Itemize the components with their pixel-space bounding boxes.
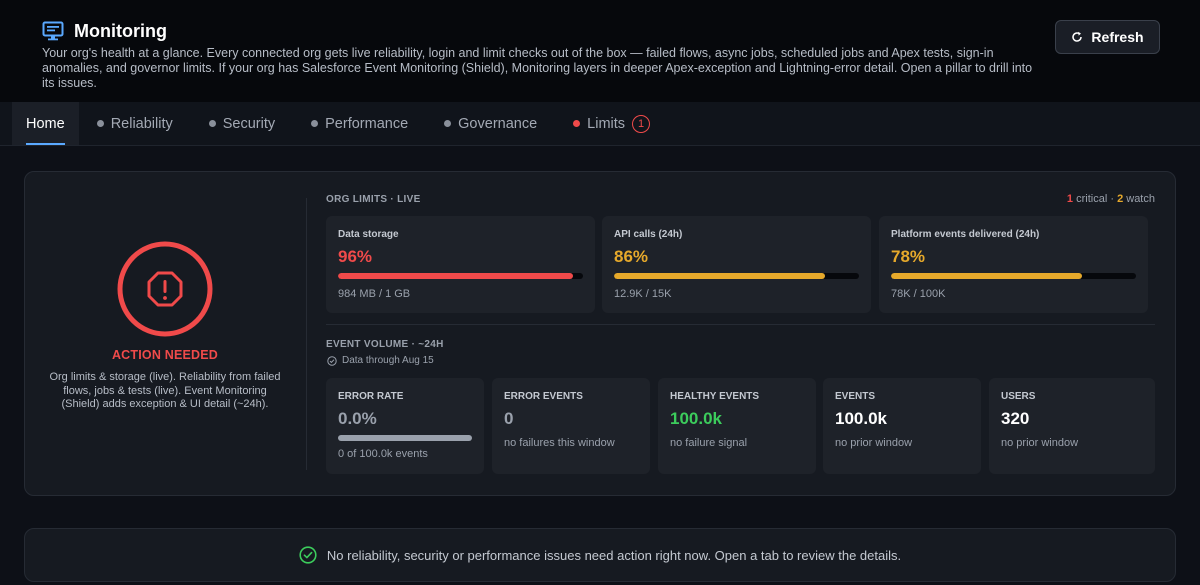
tab-governance[interactable]: Governance (426, 102, 555, 145)
data-through-label: Data through Aug 15 (342, 355, 434, 366)
metric-value: 100.0k (670, 409, 722, 428)
limit-card-platform-events[interactable]: Platform events delivered (24h) 78% 78K … (879, 216, 1148, 313)
summary-separator: · (1110, 193, 1114, 205)
status-dot-icon (96, 120, 104, 127)
limits-summary: 1 critical · 2 watch (1067, 193, 1155, 205)
status-label: ACTION NEEDED (111, 348, 219, 362)
page-subtitle: Your org's health at a glance. Every con… (42, 46, 1033, 90)
watch-count: 2 (1117, 193, 1124, 205)
page-header: Monitoring Your org's health at a glance… (0, 0, 1200, 102)
health-panel: ACTION NEEDED Org limits & storage (live… (24, 171, 1176, 496)
tab-home-label: Home (26, 115, 65, 132)
tab-performance-label: Performance (325, 115, 409, 132)
tab-governance-label: Governance (458, 115, 538, 132)
tab-limits-count-badge: 1 (632, 114, 651, 133)
limit-progress-fill (891, 273, 1083, 279)
monitor-icon (42, 21, 64, 41)
limit-percent: 78% (891, 247, 926, 266)
divider (306, 198, 307, 470)
limit-detail: 78K / 100K (891, 288, 946, 300)
metric-card-healthy-events[interactable]: HEALTHY EVENTS 100.0k no failure signal (658, 378, 816, 474)
metric-name: ERROR RATE (338, 391, 404, 402)
limit-progress-fill (614, 273, 825, 279)
check-circle-icon (299, 546, 317, 564)
limit-progress-bar (614, 273, 859, 279)
limit-card-api-calls[interactable]: API calls (24h) 86% 12.9K / 15K (602, 216, 871, 313)
metric-name: ERROR EVENTS (504, 391, 583, 402)
org-limits-title: ORG LIMITS · LIVE (326, 194, 421, 205)
tab-performance[interactable]: Performance (293, 102, 426, 145)
limit-percent: 96% (338, 247, 373, 266)
tab-security[interactable]: Security (191, 102, 293, 145)
status-dot-icon (208, 120, 216, 127)
tab-limits-label: Limits (587, 115, 626, 132)
metric-detail: no failures this window (504, 437, 615, 449)
metric-value: 320 (1001, 409, 1030, 428)
metric-detail: 0 of 100.0k events (338, 448, 428, 460)
metric-value: 0 (504, 409, 514, 428)
limit-percent: 86% (614, 247, 649, 266)
refresh-button-label: Refresh (1091, 29, 1144, 45)
alert-dot-icon (573, 120, 581, 127)
metric-name: HEALTHY EVENTS (670, 391, 760, 402)
metric-detail: no prior window (1001, 437, 1079, 449)
limit-progress-bar (338, 273, 583, 279)
limit-name: Data storage (338, 229, 399, 240)
metric-value: 0.0% (338, 409, 377, 428)
limit-detail: 12.9K / 15K (614, 288, 672, 300)
metric-detail: no prior window (835, 437, 913, 449)
metric-detail: no failure signal (670, 437, 748, 449)
metric-name: EVENTS (835, 391, 876, 402)
data-through: Data through Aug 15 (327, 355, 434, 366)
status-description: Org limits & storage (live). Reliability… (49, 371, 281, 410)
metric-card-events[interactable]: EVENTS 100.0k no prior window (823, 378, 981, 474)
limit-detail: 984 MB / 1 GB (338, 288, 411, 300)
warning-octagon-icon (117, 241, 213, 337)
status-dot-icon (444, 120, 452, 127)
status-dot-icon (311, 120, 319, 127)
refresh-icon (1072, 31, 1083, 42)
critical-count: 1 (1066, 193, 1074, 205)
event-volume-title: EVENT VOLUME · ~24H (326, 339, 444, 350)
tab-reliability[interactable]: Reliability (79, 102, 191, 145)
check-circle-icon (327, 355, 337, 366)
tab-security-label: Security (222, 115, 276, 132)
refresh-button[interactable]: Refresh (1055, 20, 1160, 54)
watch-label: watch (1126, 193, 1155, 205)
tab-reliability-label: Reliability (110, 115, 173, 132)
metric-card-error-rate[interactable]: ERROR RATE 0.0% 0 of 100.0k events (326, 378, 484, 474)
title-row: Monitoring (42, 20, 1158, 42)
metric-name: USERS (1001, 391, 1036, 402)
limit-name: Platform events delivered (24h) (891, 229, 1040, 240)
divider (326, 324, 1155, 325)
pillar-tabs: Home Reliability Security Performance Go… (0, 102, 1200, 146)
critical-label: critical (1076, 193, 1108, 205)
metric-card-users[interactable]: USERS 320 no prior window (989, 378, 1155, 474)
overall-status: ACTION NEEDED Org limits & storage (live… (25, 172, 305, 497)
page-title: Monitoring (74, 20, 167, 41)
limit-progress-bar (891, 273, 1136, 279)
error-rate-bar (338, 435, 472, 441)
limit-card-data-storage[interactable]: Data storage 96% 984 MB / 1 GB (326, 216, 595, 313)
metric-value: 100.0k (835, 409, 887, 428)
banner-text: No reliability, security or performance … (326, 547, 902, 563)
tab-limits[interactable]: Limits 1 (555, 102, 668, 145)
limit-progress-fill (338, 273, 574, 279)
all-clear-banner: No reliability, security or performance … (24, 528, 1176, 582)
tab-home[interactable]: Home (12, 102, 79, 145)
metric-card-error-events[interactable]: ERROR EVENTS 0 no failures this window (492, 378, 650, 474)
limit-name: API calls (24h) (614, 229, 683, 240)
